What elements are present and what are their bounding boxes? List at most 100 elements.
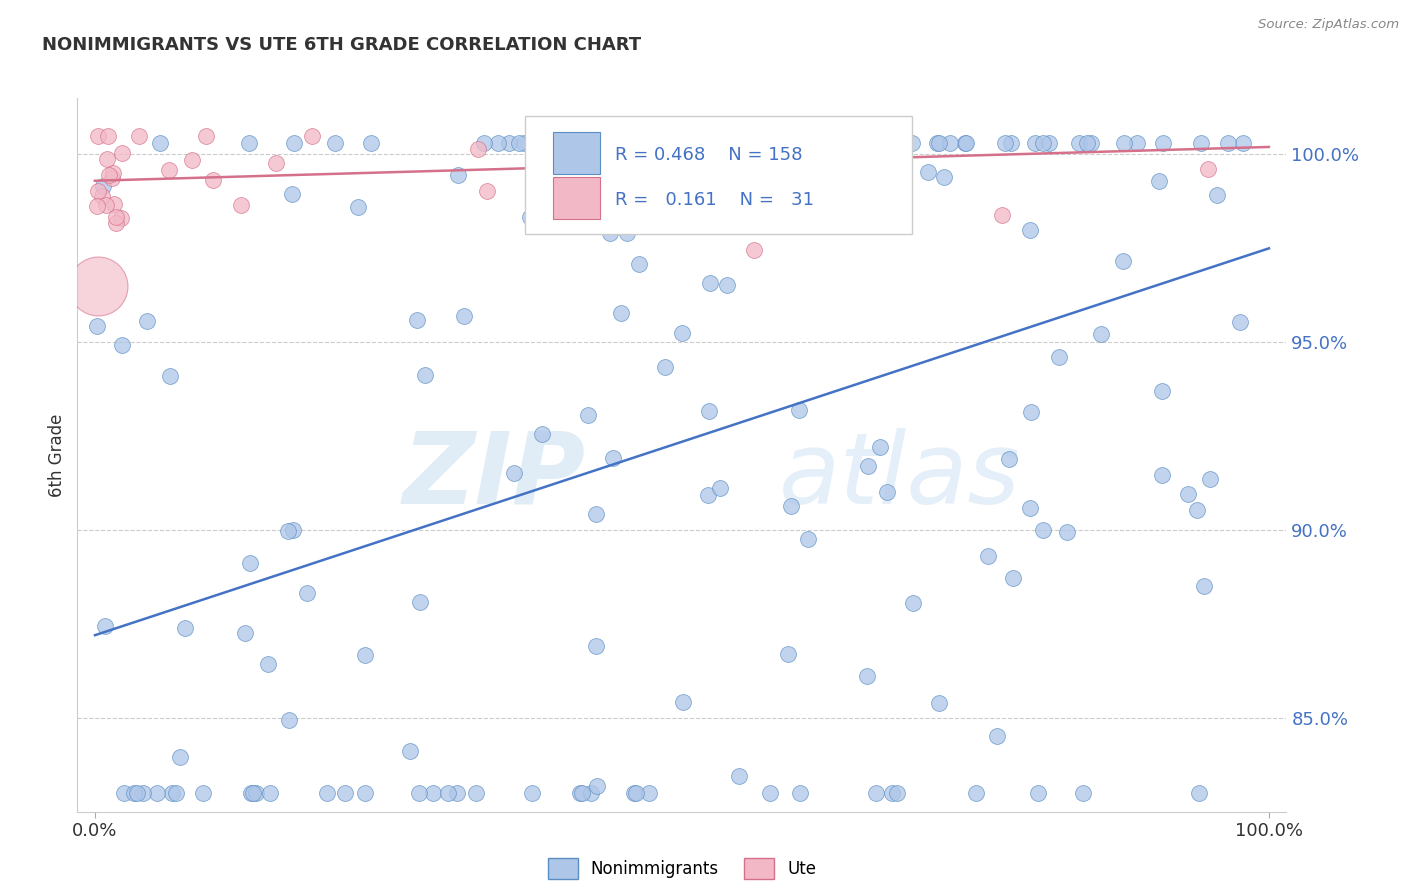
- Point: [235, 625, 257, 640]
- Point: [103, 197, 125, 211]
- Point: [498, 136, 520, 151]
- Point: [742, 243, 765, 257]
- Point: [602, 451, 624, 466]
- Point: [422, 786, 444, 800]
- Point: [508, 136, 530, 151]
- Point: [105, 216, 128, 230]
- Point: [585, 508, 607, 522]
- Point: [1216, 136, 1239, 151]
- Point: [408, 595, 430, 609]
- Point: [571, 136, 593, 151]
- Point: [1000, 136, 1022, 151]
- Point: [1080, 136, 1102, 151]
- Point: [787, 402, 810, 417]
- Point: [1114, 136, 1136, 151]
- Text: ZIP: ZIP: [402, 428, 585, 524]
- Point: [136, 314, 159, 328]
- Point: [87, 128, 110, 143]
- Point: [283, 136, 305, 151]
- Point: [928, 696, 950, 710]
- Point: [876, 484, 898, 499]
- Point: [730, 136, 752, 151]
- Point: [699, 404, 721, 418]
- Point: [576, 408, 599, 422]
- Point: [661, 175, 683, 189]
- Point: [579, 786, 602, 800]
- Point: [756, 136, 779, 151]
- Point: [991, 208, 1014, 222]
- Point: [169, 750, 191, 764]
- Point: [335, 786, 357, 800]
- Point: [925, 136, 948, 151]
- Point: [180, 153, 202, 167]
- Point: [623, 786, 645, 800]
- Point: [201, 173, 224, 187]
- Point: [446, 786, 468, 800]
- Point: [87, 184, 110, 198]
- Point: [1152, 136, 1174, 151]
- Point: [1019, 405, 1042, 419]
- Point: [239, 556, 262, 570]
- Point: [965, 786, 987, 800]
- Point: [1112, 254, 1135, 268]
- Point: [697, 160, 720, 174]
- Point: [614, 217, 637, 231]
- Point: [1032, 523, 1054, 537]
- Point: [700, 136, 723, 151]
- Point: [994, 136, 1017, 151]
- Point: [124, 786, 146, 800]
- Point: [325, 136, 347, 151]
- Point: [520, 786, 543, 800]
- Point: [869, 440, 891, 454]
- Point: [953, 136, 976, 151]
- Point: [101, 166, 124, 180]
- Point: [128, 128, 150, 143]
- Text: Source: ZipAtlas.com: Source: ZipAtlas.com: [1258, 18, 1399, 31]
- Point: [256, 657, 278, 671]
- Point: [295, 586, 318, 600]
- Point: [1187, 502, 1209, 516]
- Point: [415, 368, 437, 382]
- Point: [986, 729, 1008, 743]
- Point: [513, 136, 536, 151]
- Point: [776, 647, 799, 661]
- Point: [240, 786, 263, 800]
- Point: [503, 466, 526, 480]
- Point: [1177, 487, 1199, 501]
- Point: [779, 499, 801, 513]
- Point: [638, 786, 661, 800]
- Point: [789, 786, 811, 800]
- Point: [955, 136, 977, 151]
- Point: [1205, 188, 1227, 202]
- Point: [354, 648, 377, 663]
- Point: [238, 136, 260, 151]
- Point: [283, 523, 305, 537]
- Point: [264, 156, 287, 170]
- FancyBboxPatch shape: [553, 178, 600, 219]
- Point: [1152, 467, 1174, 482]
- Point: [301, 128, 323, 143]
- Point: [882, 786, 904, 800]
- Point: [86, 319, 108, 334]
- Point: [157, 163, 180, 178]
- Point: [173, 621, 195, 635]
- Point: [855, 669, 877, 683]
- Point: [1232, 136, 1254, 151]
- Point: [531, 427, 554, 442]
- Point: [1018, 501, 1040, 516]
- Point: [599, 226, 621, 240]
- Text: R =   0.161    N =   31: R = 0.161 N = 31: [616, 191, 814, 209]
- Point: [96, 153, 118, 167]
- Point: [162, 786, 184, 800]
- Point: [231, 198, 253, 212]
- Point: [865, 786, 887, 800]
- Point: [278, 713, 301, 727]
- Point: [1188, 786, 1211, 800]
- Point: [1125, 136, 1147, 151]
- Point: [672, 695, 695, 709]
- Point: [105, 210, 128, 224]
- Point: [1028, 786, 1050, 800]
- Point: [86, 199, 108, 213]
- Point: [1071, 786, 1094, 800]
- Point: [901, 136, 924, 151]
